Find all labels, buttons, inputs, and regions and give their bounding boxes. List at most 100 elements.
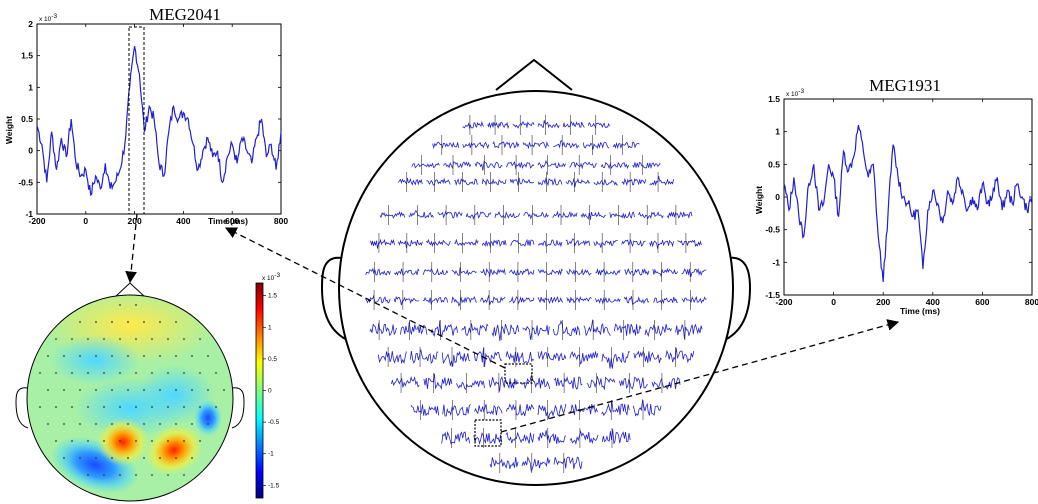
topomap-sensor-dot <box>103 406 105 408</box>
sensor-trace <box>365 294 391 304</box>
sensor-trace <box>612 141 640 150</box>
sensor-trace <box>505 431 535 444</box>
sensor-trace <box>638 211 664 220</box>
sensor-trace <box>411 162 440 169</box>
topomap-sensor-dot <box>159 389 161 391</box>
topomap-sensor-dot <box>183 440 185 442</box>
topomap-sensor-dot <box>87 372 89 374</box>
sensor-trace <box>569 161 598 170</box>
sensor-trace <box>454 238 479 246</box>
right-xtick-label: -200 <box>775 297 792 307</box>
sensor-trace <box>379 210 406 219</box>
topomap-sensor-dot <box>159 355 161 357</box>
topomap-sensor-dot <box>207 389 209 391</box>
sensor-trace <box>398 177 423 186</box>
topomap-sensor-dot <box>167 406 169 408</box>
head-outline <box>338 90 734 486</box>
sensor-trace <box>370 238 395 249</box>
sensor-trace <box>443 161 472 170</box>
topomap-sensor-dot <box>159 457 161 459</box>
sensor-trace <box>481 239 507 248</box>
topomap-sensor-dot <box>79 423 81 425</box>
sensor-trace <box>512 121 535 129</box>
topomap-sensor-dot <box>175 321 177 323</box>
topomap-sensor-dot <box>143 423 145 425</box>
left-plot-highlight-window <box>128 26 145 215</box>
sensor-trace <box>632 399 662 417</box>
arrow-to-meg1931-plot <box>500 319 900 433</box>
head-left-ear <box>320 256 356 344</box>
topomap-sensor-dot <box>87 338 89 340</box>
right-plot-yticks: 1.5 1 0.5 0 -0.5 -1 -1.5 <box>765 94 1032 300</box>
topomap-sensor-dot <box>95 423 97 425</box>
sensor-trace <box>665 347 695 364</box>
topomap-sensor-dot <box>175 389 177 391</box>
sensor-trace <box>423 373 453 390</box>
topomap-sensor-dot <box>55 406 57 408</box>
sensor-trace <box>523 211 549 220</box>
left-plot-exponent: x 10-3 <box>39 13 57 23</box>
right-xtick-label: 800 <box>1025 297 1038 307</box>
left-ytick-label: 0 <box>28 146 33 156</box>
topomap-sensor-dot <box>79 321 81 323</box>
topomap-sensor-dot <box>71 372 73 374</box>
sensor-trace <box>426 238 451 248</box>
topomap-sensor-dot <box>47 389 49 391</box>
topomap-sensor-dot <box>135 338 137 340</box>
sensor-trace <box>454 178 479 187</box>
topomap-sensor-dot <box>71 440 73 442</box>
head-right-ear <box>716 256 752 344</box>
sensor-trace <box>582 141 610 150</box>
right-plot: MEG1931 1.5 1 0.5 0 -0.5 -1 -1.5 -200 0 200 400 60… <box>754 76 1038 316</box>
topomap-sensor-dot <box>167 440 169 442</box>
topomap-sensor-dot <box>175 423 177 425</box>
topomap-sensor-dot <box>215 372 217 374</box>
topomap-sensor-dot <box>175 355 177 357</box>
sensor-trace <box>465 211 492 221</box>
topomap-sensor-dot <box>223 389 225 391</box>
sensor-trace <box>537 159 566 169</box>
sensor-trace <box>621 177 647 187</box>
right-ytick-label: 1.5 <box>768 94 780 104</box>
left-plot-xticks: -200 0 200 400 600 800 <box>28 24 288 226</box>
sensor-trace <box>619 376 648 390</box>
topomap-sensor-dot <box>167 474 169 476</box>
sensor-trace <box>437 210 463 219</box>
topomap-sensor-dot <box>87 406 89 408</box>
sensor-trace <box>365 267 391 276</box>
left-plot-yticks: 2 1.5 1 0.5 0 -0.5 -1 <box>18 19 281 219</box>
sensor-trace <box>552 319 581 337</box>
topomap-sensor-dot <box>143 389 145 391</box>
topomap-sensor-dot <box>191 457 193 459</box>
sensor-trace <box>481 178 507 187</box>
left-xtick-label: -200 <box>28 216 45 226</box>
sensor-trace <box>593 240 618 248</box>
sensor-trace <box>393 295 419 306</box>
topomap-sensor-dot <box>95 389 97 391</box>
sensor-trace <box>565 238 591 247</box>
sensor-trace <box>595 296 621 305</box>
topomap-sensor-dot <box>191 423 193 425</box>
topomap-sensor-dot <box>95 321 97 323</box>
right-plot-title: MEG1931 <box>869 76 941 95</box>
topomap-positive-left <box>97 418 149 466</box>
topomap-right-ear <box>231 387 245 429</box>
topomap-sensor-dot <box>199 440 201 442</box>
left-ytick-label: 2 <box>28 19 33 29</box>
left-plot-title: MEG2041 <box>149 5 221 24</box>
topomap-sensor-dot <box>143 355 145 357</box>
topomap-sensor-dot <box>47 355 49 357</box>
sensor-trace <box>553 456 583 470</box>
topomap-left-ear <box>15 387 29 429</box>
left-ytick-label: -1 <box>25 209 33 219</box>
colorbar-tick-label: 0 <box>268 388 272 395</box>
sensor-trace <box>521 376 551 390</box>
sensor-trace <box>473 432 503 445</box>
sensor-trace <box>506 161 535 170</box>
sensor-box-meg1931 <box>474 419 502 447</box>
sensor-trace <box>491 323 520 342</box>
colorbar-tick-label: 0.5 <box>268 356 277 363</box>
sensor-trace <box>675 323 703 340</box>
right-ytick-label: 0 <box>775 192 780 202</box>
topomap-sensor-dot <box>79 355 81 357</box>
